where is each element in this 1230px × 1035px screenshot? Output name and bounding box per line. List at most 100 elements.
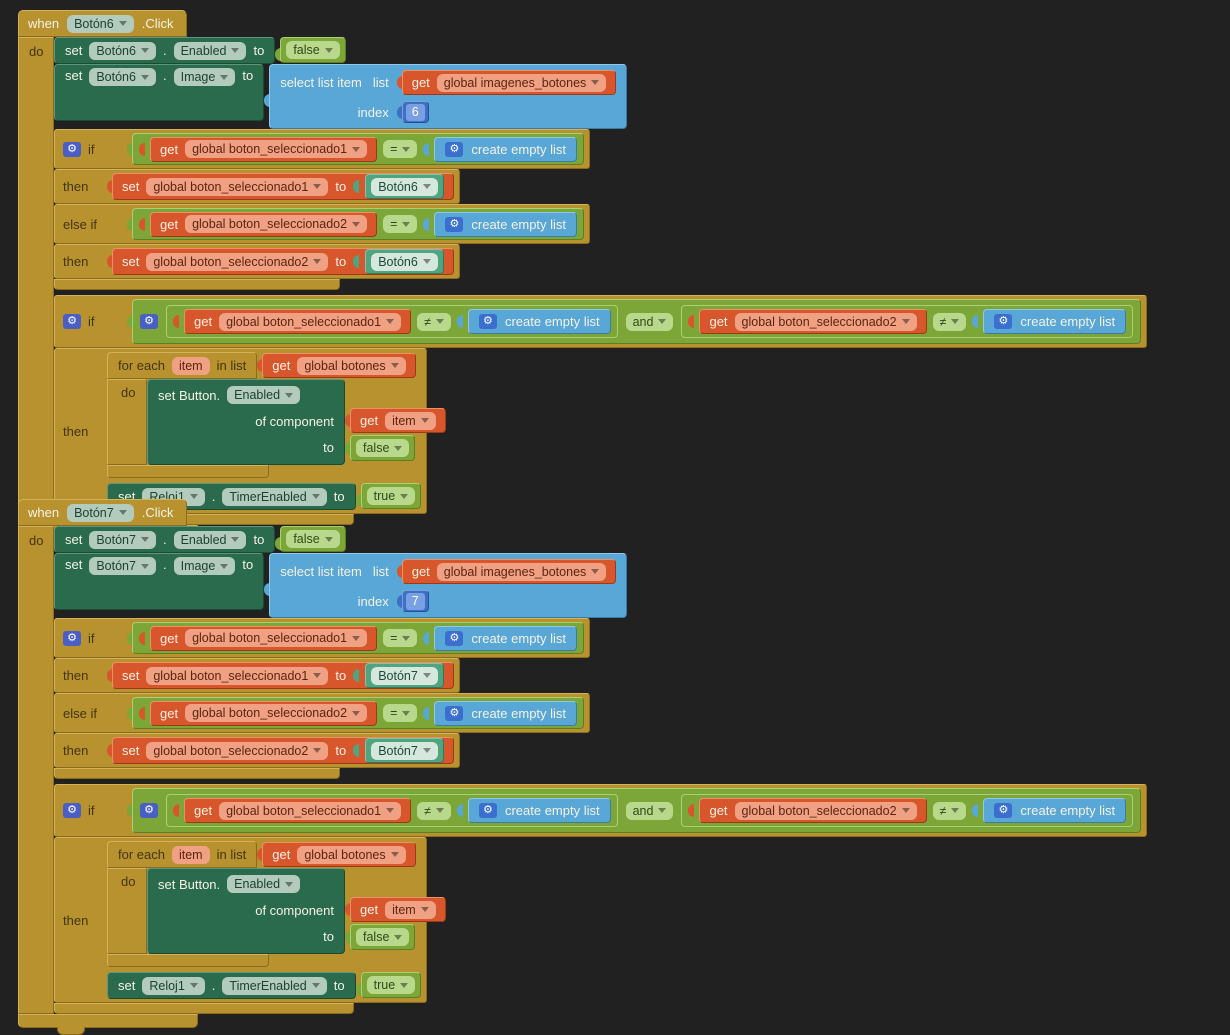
equals-condition-block[interactable]: get global boton_seleccionado2 = create … (132, 208, 585, 240)
logic-value-block[interactable]: false (280, 526, 346, 552)
mutator-gear-icon[interactable] (63, 630, 81, 646)
create-empty-list-block[interactable]: create empty list (983, 798, 1127, 823)
and-block[interactable]: get global boton_seleccionado1 ≠ create … (132, 299, 1142, 344)
for-each-block[interactable]: for each item in list get global botones (107, 841, 446, 967)
mutator-gear-icon[interactable] (445, 216, 464, 232)
mutator-gear-icon[interactable] (140, 314, 158, 329)
variable-dropdown[interactable]: item (385, 411, 436, 430)
component-dropdown[interactable]: Botón7 (371, 741, 438, 760)
operator-dropdown[interactable]: = (383, 215, 418, 233)
component-dropdown[interactable]: Botón7 (371, 666, 438, 685)
component-dropdown[interactable]: Botón7 (89, 530, 156, 549)
not-equals-condition-block[interactable]: get global boton_seleccionado2 ≠ create … (681, 794, 1134, 827)
not-equals-condition-block[interactable]: get global boton_seleccionado2 ≠ create … (681, 305, 1134, 338)
set-button-enabled-block[interactable]: set Button. Enabled of component to get (147, 868, 446, 954)
and-operator-dropdown[interactable]: and (625, 801, 674, 820)
operator-dropdown[interactable]: ≠ (417, 312, 451, 331)
setter-block[interactable]: set Botón7 . Image to (54, 553, 265, 610)
variable-dropdown[interactable]: global boton_seleccionado2 (734, 312, 917, 331)
set-variable-statement[interactable]: set global boton_seleccionado2 to Botón6 (112, 248, 454, 275)
get-item-block[interactable]: get item (350, 897, 446, 922)
set-enabled-statement[interactable]: set Botón6 . Enabled to false (54, 37, 346, 64)
operator-dropdown[interactable]: ≠ (932, 312, 967, 331)
property-dropdown[interactable]: Enabled (173, 530, 247, 549)
mutator-gear-icon[interactable] (63, 141, 81, 157)
loop-variable-chip[interactable]: item (171, 845, 210, 864)
variable-dropdown[interactable]: global boton_seleccionado2 (146, 741, 329, 760)
mutator-gear-icon[interactable] (478, 314, 497, 329)
property-dropdown[interactable]: Enabled (227, 386, 301, 404)
property-dropdown[interactable]: Image (173, 68, 236, 86)
get-variable-block[interactable]: get global boton_seleccionado1 (150, 136, 378, 162)
logic-value-dropdown[interactable]: true (366, 487, 416, 505)
select-list-item-block[interactable]: select list item list get global imagene… (269, 64, 628, 129)
number-value[interactable]: 6 (405, 103, 425, 121)
get-variable-block[interactable]: get global boton_seleccionado1 (184, 309, 412, 334)
variable-dropdown[interactable]: global botones (297, 845, 406, 864)
mutator-gear-icon[interactable] (445, 705, 464, 721)
and-operator-dropdown[interactable]: and (625, 312, 674, 331)
set-image-statement[interactable]: set Botón6 . Image to select list item l… (54, 64, 628, 129)
operator-dropdown[interactable]: = (383, 629, 418, 647)
property-dropdown[interactable]: TimerEnabled (222, 487, 327, 506)
not-equals-condition-block[interactable]: get global boton_seleccionado1 ≠ create … (166, 305, 618, 338)
logic-value-dropdown[interactable]: false (286, 41, 340, 59)
mutator-gear-icon[interactable] (478, 803, 497, 818)
property-dropdown[interactable]: Image (173, 557, 236, 575)
logic-value-dropdown[interactable]: false (356, 928, 410, 946)
operator-dropdown[interactable]: = (383, 140, 418, 158)
component-getter-block[interactable]: Botón7 (365, 663, 444, 688)
variable-dropdown[interactable]: global boton_seleccionado1 (146, 177, 329, 196)
equals-condition-block[interactable]: get global boton_seleccionado1 = create … (132, 622, 585, 654)
logic-value-block[interactable]: false (350, 435, 416, 461)
variable-dropdown[interactable]: global boton_seleccionado1 (185, 629, 368, 647)
variable-dropdown[interactable]: global boton_seleccionado1 (219, 312, 402, 331)
if-and-block[interactable]: if get global boton_seleccionado1 (54, 295, 1148, 525)
logic-value-block[interactable]: false (350, 924, 416, 950)
logic-value-dropdown[interactable]: false (286, 530, 340, 548)
property-dropdown[interactable]: Enabled (173, 41, 247, 60)
variable-dropdown[interactable]: item (385, 900, 436, 919)
get-variable-block[interactable]: get global boton_seleccionado2 (699, 309, 927, 334)
set-variable-statement[interactable]: set global boton_seleccionado1 to Botón6 (112, 173, 454, 200)
event-component-dropdown[interactable]: Botón7 (67, 503, 134, 522)
set-variable-statement[interactable]: set global boton_seleccionado2 to Botón7 (112, 737, 454, 764)
component-dropdown[interactable]: Botón6 (371, 252, 438, 271)
if-else-block[interactable]: if get global boton_seleccionado1 = (54, 618, 591, 779)
setter-block[interactable]: set Reloj1 . TimerEnabled to (107, 972, 356, 999)
component-dropdown[interactable]: Reloj1 (142, 976, 205, 995)
logic-value-dropdown[interactable]: false (356, 439, 410, 457)
for-each-block[interactable]: for each item in list get global botones (107, 352, 446, 478)
mutator-gear-icon[interactable] (63, 314, 81, 329)
mutator-gear-icon[interactable] (994, 803, 1013, 818)
get-variable-block[interactable]: get global boton_seleccionado2 (699, 798, 927, 823)
create-empty-list-block[interactable]: create empty list (467, 798, 611, 823)
get-variable-block[interactable]: get global boton_seleccionado2 (150, 211, 378, 237)
number-value[interactable]: 7 (405, 592, 425, 610)
mutator-gear-icon[interactable] (445, 141, 464, 157)
property-dropdown[interactable]: TimerEnabled (222, 976, 327, 995)
create-empty-list-block[interactable]: create empty list (434, 625, 578, 651)
loop-variable-chip[interactable]: item (171, 356, 210, 375)
mutator-gear-icon[interactable] (140, 803, 158, 818)
variable-dropdown[interactable]: global botones (297, 356, 406, 375)
if-else-block[interactable]: if get global boton_seleccionado1 = (54, 129, 591, 290)
logic-value-block[interactable]: false (280, 37, 346, 63)
setter-block[interactable]: set Botón6 . Image to (54, 64, 265, 121)
logic-value-block[interactable]: true (360, 483, 422, 509)
variable-dropdown[interactable]: global imagenes_botones (436, 73, 607, 92)
event-block[interactable]: when Botón7 .Click do set Botón7 . Enabl… (18, 499, 1148, 1035)
get-variable-block[interactable]: get global boton_seleccionado1 (150, 625, 378, 651)
get-variable-block[interactable]: get global botones (262, 353, 416, 378)
component-dropdown[interactable]: Botón7 (89, 557, 156, 575)
setter-block[interactable]: set Botón7 . Enabled to (54, 526, 276, 553)
mutator-gear-icon[interactable] (445, 630, 464, 646)
variable-dropdown[interactable]: global imagenes_botones (436, 562, 607, 581)
get-variable-block[interactable]: get global boton_seleccionado1 (184, 798, 412, 823)
property-dropdown[interactable]: Enabled (227, 875, 301, 893)
operator-dropdown[interactable]: ≠ (417, 801, 451, 820)
variable-dropdown[interactable]: global boton_seleccionado1 (185, 140, 368, 158)
set-image-statement[interactable]: set Botón7 . Image to select list item l… (54, 553, 628, 618)
setter-block[interactable]: set Botón6 . Enabled to (54, 37, 276, 64)
